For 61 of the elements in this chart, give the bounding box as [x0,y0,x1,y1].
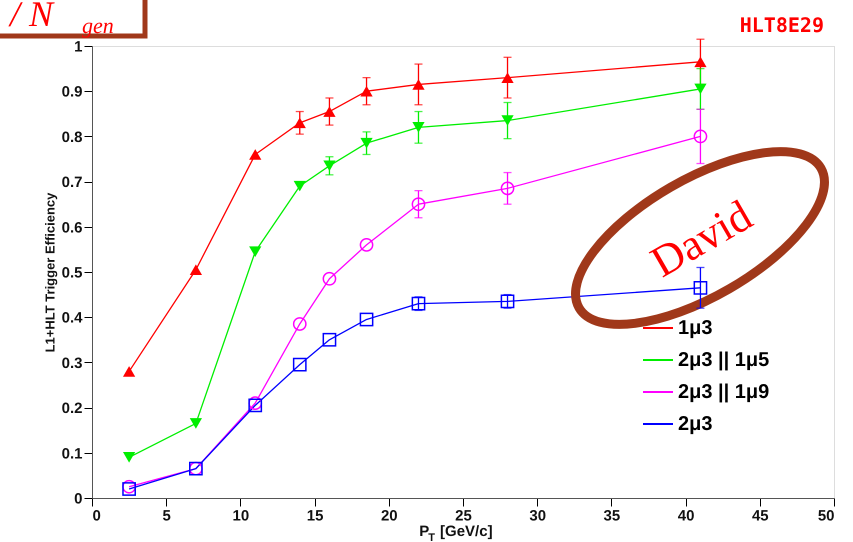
point [500,182,514,196]
point [294,118,306,128]
y-tick-label: 0.4 [62,310,84,327]
point [122,452,136,463]
x-tick-label: 30 [529,508,546,524]
point [122,366,136,377]
y-tick-label: 0.7 [62,174,82,192]
point [412,79,425,90]
legend-label: 2μ3 || 1μ9 [678,381,770,403]
point [360,138,373,148]
x-tick-label: 45 [752,508,769,524]
x-tick-label: 20 [380,508,398,524]
point [248,398,262,412]
point [501,115,514,126]
point [694,56,707,68]
chart-title: HLT8E29 [740,13,824,37]
y-tick-label: 0.5 [62,264,82,282]
point [322,272,336,286]
point [323,160,336,172]
point [412,122,425,133]
point [249,246,262,257]
x-tick-label: 35 [604,508,620,524]
point [412,296,426,311]
point [694,280,708,295]
point [500,294,514,308]
y-axis-title: L1+HLT Trigger Efficiency [42,192,58,352]
x-tick-label: 50 [818,508,834,524]
point [249,149,262,160]
point [294,180,306,192]
x-tick-label: 25 [455,508,472,524]
point [190,418,202,429]
point [412,197,426,212]
y-tick-label: 0.8 [62,128,82,146]
point [360,238,374,252]
legend-label: 1μ3 [678,317,712,339]
x-tick-label: 0 [92,508,101,524]
y-tick-label: 0.1 [62,445,82,462]
point [190,264,202,276]
point [122,480,136,494]
x-tick-label: 40 [678,508,694,524]
x-tick-label: 5 [162,508,171,524]
point [292,358,307,372]
point [323,106,336,117]
y-tick-label: 0.2 [62,400,82,418]
y-tick-label: 1 [74,38,82,56]
y-tick-label: 0.9 [62,84,82,101]
x-tick-label: 15 [306,508,324,524]
point [360,312,374,326]
point [122,482,136,496]
point [322,332,336,347]
y-tick-label: 0 [74,490,82,508]
y-tick-label: 0.6 [62,219,82,236]
point [694,84,707,94]
point [501,72,514,83]
legend-label: 2μ3 [678,413,712,435]
y-tick-label: 0.3 [62,354,82,372]
point [694,130,708,144]
point [292,317,307,331]
x-tick-label: 10 [232,508,250,524]
legend-label: 2μ3 || 1μ5 [678,349,770,371]
point [360,86,373,97]
